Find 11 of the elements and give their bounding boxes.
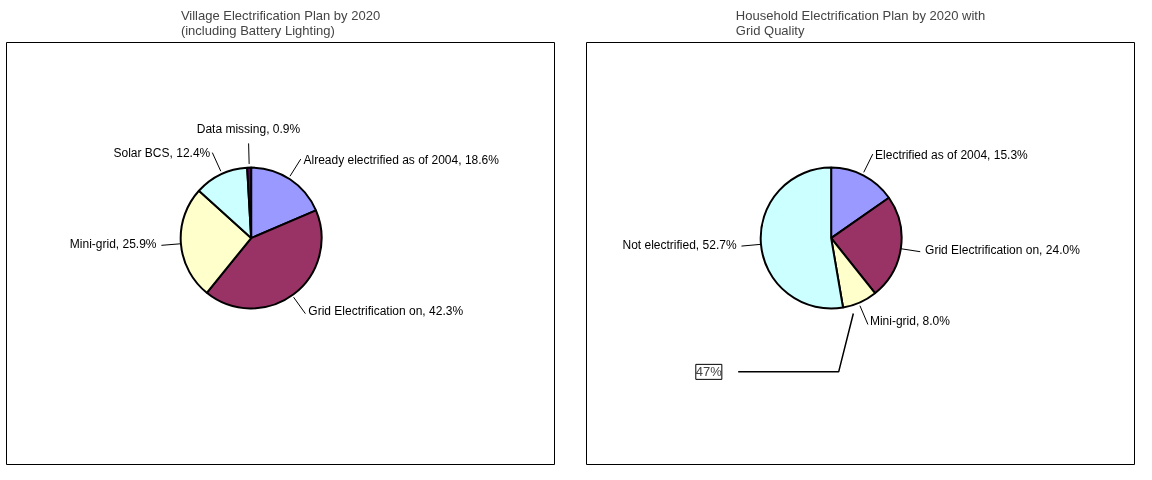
slice-label: Grid Electrification on, 24.0% [925,243,1081,258]
chart-title: Village Electrification Plan by 2020 (including Battery Lighting) [180,7,381,38]
slice-label: Electrified as of 2004, 15.3% [875,147,1029,162]
slice-label: Data missing, 0.9% [196,122,301,137]
slice-label: Mini-grid, 8.0% [869,314,951,329]
slice-label: Already electrified as of 2004, 18.6% [303,152,500,167]
slice-label: Grid Electrification on, 42.3% [308,303,464,318]
chart-title: Household Electrification Plan by 2020 with Grid Quality [735,7,986,38]
slice-label: Mini-grid, 25.9% [69,237,157,252]
slice-label: Solar BCS, 12.4% [113,146,211,161]
slice-label: Not electrified, 52.7% [622,237,737,252]
